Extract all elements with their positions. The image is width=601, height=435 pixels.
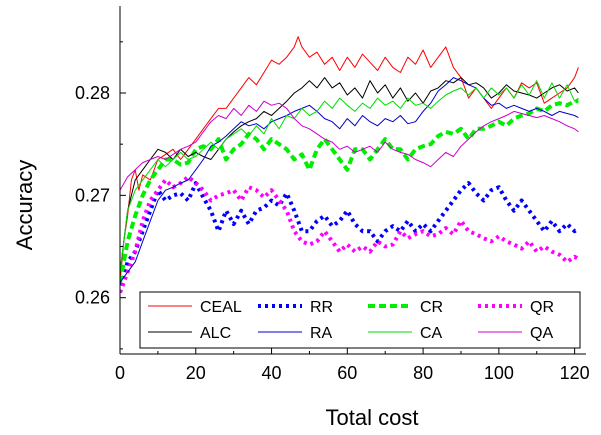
- y-tick-label: 0.28: [75, 83, 110, 103]
- legend-label-ca: CA: [420, 325, 443, 342]
- series-line-cr: [120, 99, 579, 283]
- legend-label-rr: RR: [310, 299, 333, 316]
- legend-label-ra: RA: [310, 325, 333, 342]
- series-line-ra: [120, 77, 579, 283]
- x-tick-label: 40: [262, 363, 282, 383]
- series-line-rr: [120, 181, 580, 294]
- series-line-ceal: [120, 36, 579, 283]
- legend-box: [139, 291, 581, 349]
- x-tick-label: 20: [186, 363, 206, 383]
- x-tick-label: 80: [413, 363, 433, 383]
- axes: 0 20 40 60 80 100 120 0.26 0.27 0.28: [75, 6, 590, 383]
- x-tick-label: 120: [560, 363, 590, 383]
- series-line-qr: [120, 174, 580, 294]
- legend: CEAL RR CR QR ALC RA CA QA: [139, 291, 581, 349]
- legend-label-alc: ALC: [200, 325, 231, 342]
- x-tick-label: 0: [115, 363, 125, 383]
- series-lines: [120, 36, 580, 294]
- y-axis-title: Accuracy: [12, 160, 37, 250]
- series-line-alc: [120, 77, 579, 273]
- y-tick-label: 0.26: [75, 288, 110, 308]
- legend-label-qr: QR: [530, 299, 554, 316]
- legend-label-qa: QA: [530, 325, 553, 342]
- x-axis-title: Total cost: [326, 405, 419, 430]
- x-tick-label: 60: [337, 363, 357, 383]
- series-line-ca: [120, 80, 579, 273]
- y-tick-label: 0.27: [75, 185, 110, 205]
- legend-label-ceal: CEAL: [200, 299, 242, 316]
- legend-label-cr: CR: [420, 299, 443, 316]
- series-line-qa: [120, 100, 579, 191]
- x-tick-label: 100: [484, 363, 514, 383]
